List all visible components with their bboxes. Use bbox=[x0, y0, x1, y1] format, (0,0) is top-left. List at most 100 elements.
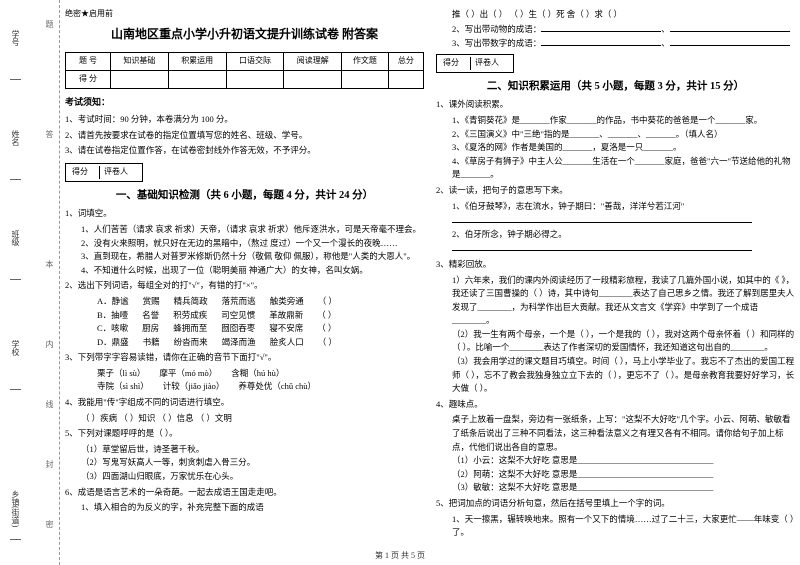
q6-sub: 1、填入相合的为反义的字，补充完整下面的成语 bbox=[65, 501, 424, 515]
binding-margin: 题答本内线封密 学号姓名班级学校乡镇(街道) bbox=[0, 0, 60, 565]
notice-item: 1、考试时间：90 分钟，本卷满分为 100 分。 bbox=[65, 113, 424, 127]
q5-option: （3）四面湖山归眼底，万家忧乐在心头。 bbox=[65, 470, 424, 484]
binding-field[interactable]: 乡镇(街道) bbox=[10, 490, 21, 540]
fill-line-3: 3、写出带数字的成语：、 bbox=[436, 36, 795, 51]
answer-blank[interactable] bbox=[452, 213, 752, 223]
score-cell[interactable] bbox=[342, 70, 389, 88]
score-header-cell: 题 号 bbox=[66, 52, 111, 70]
binding-char: 答 bbox=[44, 130, 55, 138]
binding-char: 密 bbox=[44, 520, 55, 528]
q2-row: A．静谧赏赐精兵简政落荒而逃触类旁通 （ ） bbox=[81, 295, 424, 309]
q2-paren[interactable]: （ ） bbox=[318, 295, 337, 309]
r-q5-line: 1、天一擦黑，辗转唤地来。照有一个又下的情境……过了二十三，大家更忙——年味变（… bbox=[436, 513, 795, 540]
q2-paren[interactable]: （ ） bbox=[317, 322, 336, 336]
binding-field[interactable]: 姓名 bbox=[10, 130, 21, 180]
notice-item: 3、请在试卷指定位置作答，在试卷密封线外作答无效，不予评分。 bbox=[65, 144, 424, 158]
score-table: 题 号知识基础积累运用口语交际阅读理解作文题总分 得 分 bbox=[65, 52, 424, 89]
blank[interactable] bbox=[541, 22, 661, 32]
q2-cell: 触类旁通 bbox=[270, 295, 304, 309]
r-q1-stem: 1、课外阅读积累。 bbox=[436, 98, 795, 112]
q2-cell: 落荒而逃 bbox=[222, 295, 256, 309]
rq1-line: 2、《三国演义》中"三绝"指的是_______、_______、_______。… bbox=[436, 128, 795, 142]
section-1-title: 一、基础知识检测（共 6 小题，每题 4 分，共计 24 分） bbox=[65, 188, 424, 205]
score-header-cell: 作文题 bbox=[342, 52, 389, 70]
q2-cell: 寝不安席 bbox=[269, 322, 303, 336]
score-header-cell: 口语交际 bbox=[226, 52, 284, 70]
notice-item: 2、请首先按要求在试卷的指定位置填写您的姓名、班级、学号。 bbox=[65, 129, 424, 143]
r-q4-stem: 4、趣味点。 bbox=[436, 398, 795, 412]
score-header-cell: 阅读理解 bbox=[284, 52, 342, 70]
score-cell[interactable] bbox=[284, 70, 342, 88]
q2-cell: 精兵简政 bbox=[174, 295, 208, 309]
score-row-label: 得 分 bbox=[66, 70, 111, 88]
fill-l3-label: 3、写出带数字的成语： bbox=[452, 38, 541, 48]
q1-line: 2、没有火来照明，就只好在无边的黑暗中，（熬过 度过）一个又一个漫长的夜晚…… bbox=[65, 237, 424, 251]
q2-cell: 赏赐 bbox=[143, 295, 160, 309]
rq4-row: （1）小云：这梨不大好吃 意思是________________________… bbox=[436, 454, 795, 468]
rq4-row: （3）敏敏：这梨不大好吃 意思是________________________… bbox=[436, 481, 795, 495]
binding-field[interactable]: 学校 bbox=[10, 340, 21, 390]
r-q2-l2: 2、伯牙所念，钟子期必得之。 bbox=[436, 228, 795, 242]
secret-mark: 绝密★启用前 bbox=[65, 8, 424, 21]
score-header-cell: 知识基础 bbox=[111, 52, 169, 70]
score-cell[interactable] bbox=[226, 70, 284, 88]
score-header-cell: 总分 bbox=[388, 52, 423, 70]
q2-cell: 蜂拥而至 bbox=[173, 322, 207, 336]
page-footer: 第 1 页 共 5 页 bbox=[0, 550, 800, 561]
rq1-line: 1、《青铜葵花》是_______作家_______的作品，书中葵花的爸爸是一个_… bbox=[436, 114, 795, 128]
score-cell[interactable] bbox=[111, 70, 169, 88]
q2-cell: 书籍 bbox=[143, 336, 160, 350]
q2-paren[interactable]: （ ） bbox=[317, 309, 336, 323]
r-q2-stem: 2、读一读，把句子的意思写下来。 bbox=[436, 184, 795, 198]
q1-line: 4、不知道什么时候，出现了一位（聪明美丽 神通广大）的女神，名叫女娲。 bbox=[65, 264, 424, 278]
blank[interactable] bbox=[541, 36, 661, 46]
scorer-box-2: 得分评卷人 bbox=[436, 54, 514, 73]
scorer-box-1: 得分评卷人 bbox=[65, 163, 143, 182]
r-q3-stem: 3、精彩回放。 bbox=[436, 258, 795, 272]
r-q4-p: 桌子上放着一盘梨，旁边有一张纸条，上写："这梨不大好吃"几个字。小云、阿萌、敏敏… bbox=[436, 413, 795, 454]
q2-cell: 脍炙人口 bbox=[270, 336, 304, 350]
rq1-line: 4、《草房子有狮子》中主人公_______生活在一个_______家庭，爸爸"六… bbox=[436, 155, 795, 182]
binding-char: 题 bbox=[44, 20, 55, 28]
q2-row: C．咳嗽厨房蜂拥而至囫囵吞枣寝不安席（ ） bbox=[81, 322, 424, 336]
binding-field[interactable]: 班级 bbox=[10, 230, 21, 280]
rq4-row: （2）阿萌：这梨不大好吃 意思是________________________… bbox=[436, 468, 795, 482]
rq1-line: 3、《夏洛的网》作者是美国的_______，夏洛是一只_______。 bbox=[436, 141, 795, 155]
q1-line: 1、人们苦苦（请求 哀求 祈求）天帝，（请求 哀求 祈求）他斥逐洪水，可是天帝毫… bbox=[65, 223, 424, 237]
notice-title: 考试须知： bbox=[65, 95, 424, 109]
section-2-title: 二、知识积累运用（共 5 小题，每题 3 分，共计 15 分） bbox=[436, 79, 795, 96]
binding-char: 线 bbox=[44, 400, 55, 408]
q2-paren[interactable]: （ ） bbox=[318, 336, 337, 350]
r-q5-stem: 5、把词加点的词语分析句意，然后在括号里填上一个字的词。 bbox=[436, 497, 795, 511]
q2-cell: A．静谧 bbox=[97, 295, 129, 309]
q6-stem: 6、成语是语言艺术的一朵奇葩。一起去成语王国走走吧。 bbox=[65, 486, 424, 500]
q3-cell: 养尊处优（chǔ chù） bbox=[238, 380, 316, 394]
q5-stem: 5、下列对课题呼呼的是（ ）。 bbox=[65, 427, 424, 441]
q2-cell: 司空见惯 bbox=[221, 309, 255, 323]
binding-char: 本 bbox=[44, 260, 55, 268]
score-cell[interactable] bbox=[168, 70, 226, 88]
answer-blank[interactable] bbox=[452, 241, 752, 251]
q2-cell: 厨房 bbox=[142, 322, 159, 336]
q3-cell: 含糊（hú hù） bbox=[231, 367, 284, 381]
marker-label: 评卷人 bbox=[475, 57, 503, 70]
q2-stem: 2、选出下列词语，每组全对的打"√"，有错的打"×"。 bbox=[65, 279, 424, 293]
score-value-row: 得 分 bbox=[66, 70, 424, 88]
score-label: 得分 bbox=[72, 166, 100, 179]
fill-l2-label: 2、写出带动物的成语： bbox=[452, 24, 541, 34]
binding-field[interactable]: 学号 bbox=[10, 30, 21, 80]
q2-cell: B．抽噎 bbox=[97, 309, 128, 323]
q2-cell: 积劳成疾 bbox=[173, 309, 207, 323]
q2-cell: 革故鼎新 bbox=[269, 309, 303, 323]
r-q2-l1: 1、《伯牙鼓琴》，志在流水，钟子期曰："善哉，洋洋兮若江河" bbox=[436, 200, 795, 214]
q5-option: （1）草堂留后世，诗圣著千秋。 bbox=[65, 443, 424, 457]
score-cell[interactable] bbox=[388, 70, 423, 88]
q4-line: （ ）疾病 （ ）知识 （ ）信息 （ ）文明 bbox=[65, 412, 424, 426]
q5-option: （2）写鬼写妖高人一等，刺贪刺虐入骨三分。 bbox=[65, 456, 424, 470]
blank[interactable] bbox=[670, 22, 790, 32]
blank[interactable] bbox=[670, 36, 790, 46]
q2-cell: 名誉 bbox=[142, 309, 159, 323]
score-header-cell: 积累运用 bbox=[168, 52, 226, 70]
left-column: 绝密★启用前 山南地区重点小学小升初语文提升训练试卷 附答案 题 号知识基础积累… bbox=[65, 8, 424, 553]
q2-cell: 竭泽而渔 bbox=[222, 336, 256, 350]
